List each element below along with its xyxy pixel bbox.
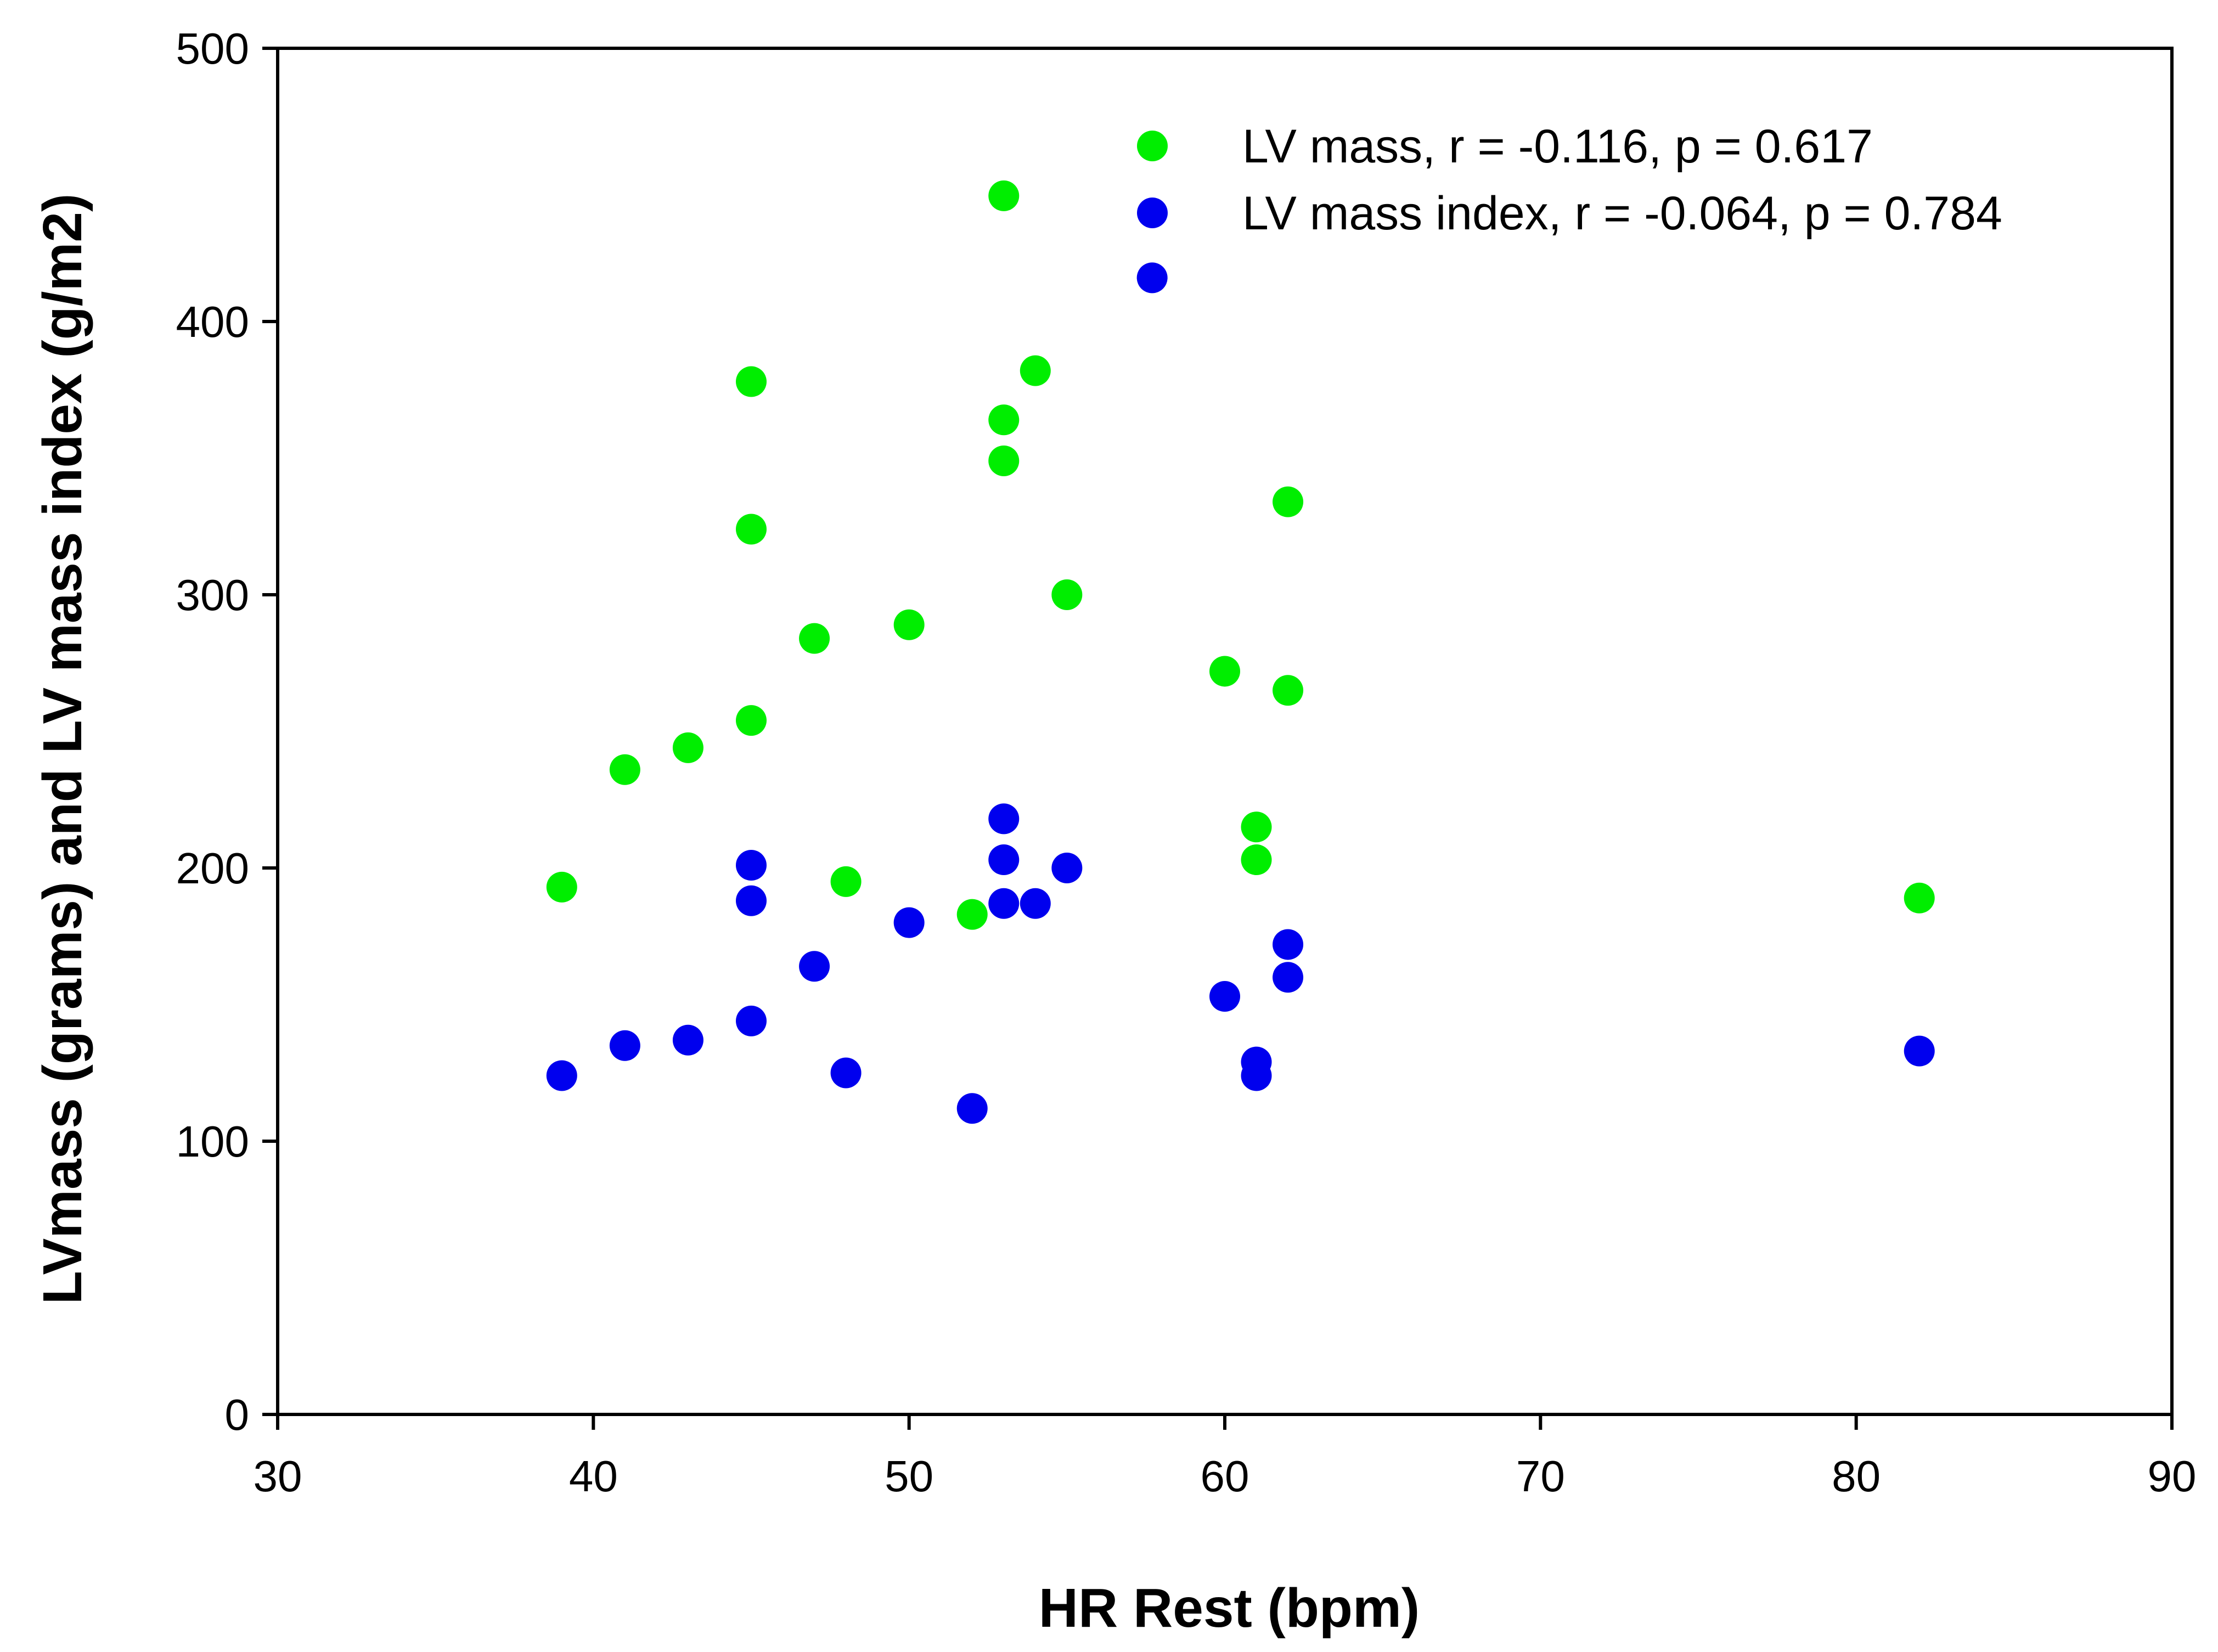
x-tick-label: 70 bbox=[1516, 1452, 1565, 1501]
legend: LV mass, r = -0.116, p = 0.617 LV mass in… bbox=[1137, 120, 2002, 240]
data-point bbox=[988, 180, 1020, 211]
data-point bbox=[893, 609, 925, 640]
data-point bbox=[1209, 656, 1240, 687]
data-points bbox=[546, 180, 1935, 1124]
data-point bbox=[1020, 355, 1051, 386]
data-point bbox=[736, 366, 767, 397]
series-lv-mass-index bbox=[546, 262, 1935, 1124]
legend-label: LV mass index, r = -0.064, p = 0.784 bbox=[1242, 187, 2002, 240]
x-tick-label: 40 bbox=[569, 1452, 618, 1501]
x-tick-label: 50 bbox=[885, 1452, 933, 1501]
data-point bbox=[830, 866, 862, 897]
data-point bbox=[546, 871, 577, 903]
data-point bbox=[546, 1060, 577, 1091]
data-point bbox=[736, 1005, 767, 1036]
data-point bbox=[893, 907, 925, 938]
data-point bbox=[1273, 929, 1304, 960]
data-point bbox=[1904, 1035, 1935, 1067]
y-tick-label: 100 bbox=[176, 1117, 249, 1166]
legend-label: LV mass, r = -0.116, p = 0.617 bbox=[1242, 120, 1873, 173]
x-tick-label: 60 bbox=[1201, 1452, 1249, 1501]
y-tick-label: 400 bbox=[176, 297, 249, 346]
y-axis-title: LVmass (grams) and LV mass index (g/m2) bbox=[32, 194, 93, 1305]
data-point bbox=[988, 404, 1020, 436]
data-point bbox=[1273, 962, 1304, 993]
legend-marker bbox=[1137, 198, 1168, 228]
data-point bbox=[1020, 888, 1051, 919]
data-point bbox=[1904, 882, 1935, 914]
x-tick-label: 80 bbox=[1832, 1452, 1881, 1501]
data-point bbox=[736, 705, 767, 736]
data-point bbox=[1209, 981, 1240, 1012]
y-tick-label: 300 bbox=[176, 571, 249, 619]
data-point bbox=[799, 623, 830, 654]
data-point bbox=[672, 1024, 703, 1056]
y-tick-label: 0 bbox=[225, 1390, 250, 1439]
plot-axes: 30 40 50 60 70 80 90 0 100 200 300 400 500 bbox=[176, 24, 2197, 1501]
data-point bbox=[988, 803, 1020, 835]
data-point bbox=[830, 1057, 862, 1089]
data-point bbox=[1241, 811, 1272, 843]
y-tick-label: 200 bbox=[176, 844, 249, 893]
x-tick-label: 90 bbox=[2148, 1452, 2197, 1501]
data-point bbox=[1136, 262, 1168, 294]
x-tick-label: 30 bbox=[254, 1452, 302, 1501]
x-axis-title: HR Rest (bpm) bbox=[1039, 1577, 1420, 1639]
data-point bbox=[988, 445, 1020, 476]
data-point bbox=[988, 844, 1020, 876]
data-point bbox=[1051, 579, 1083, 610]
data-point bbox=[1241, 844, 1272, 876]
data-point bbox=[736, 850, 767, 881]
data-point bbox=[672, 732, 703, 763]
data-point bbox=[609, 754, 640, 785]
y-tick-label: 500 bbox=[176, 24, 249, 73]
data-point bbox=[1273, 486, 1304, 517]
data-point bbox=[736, 514, 767, 545]
series-lv-mass bbox=[546, 180, 1935, 930]
data-point bbox=[609, 1030, 640, 1061]
data-point bbox=[799, 951, 830, 982]
data-point bbox=[1273, 675, 1304, 706]
data-point bbox=[956, 1093, 988, 1124]
data-point bbox=[956, 899, 988, 930]
data-point bbox=[1051, 853, 1083, 883]
data-point bbox=[1241, 1060, 1272, 1091]
data-point bbox=[988, 888, 1020, 919]
legend-marker bbox=[1137, 131, 1168, 161]
data-point bbox=[736, 885, 767, 916]
